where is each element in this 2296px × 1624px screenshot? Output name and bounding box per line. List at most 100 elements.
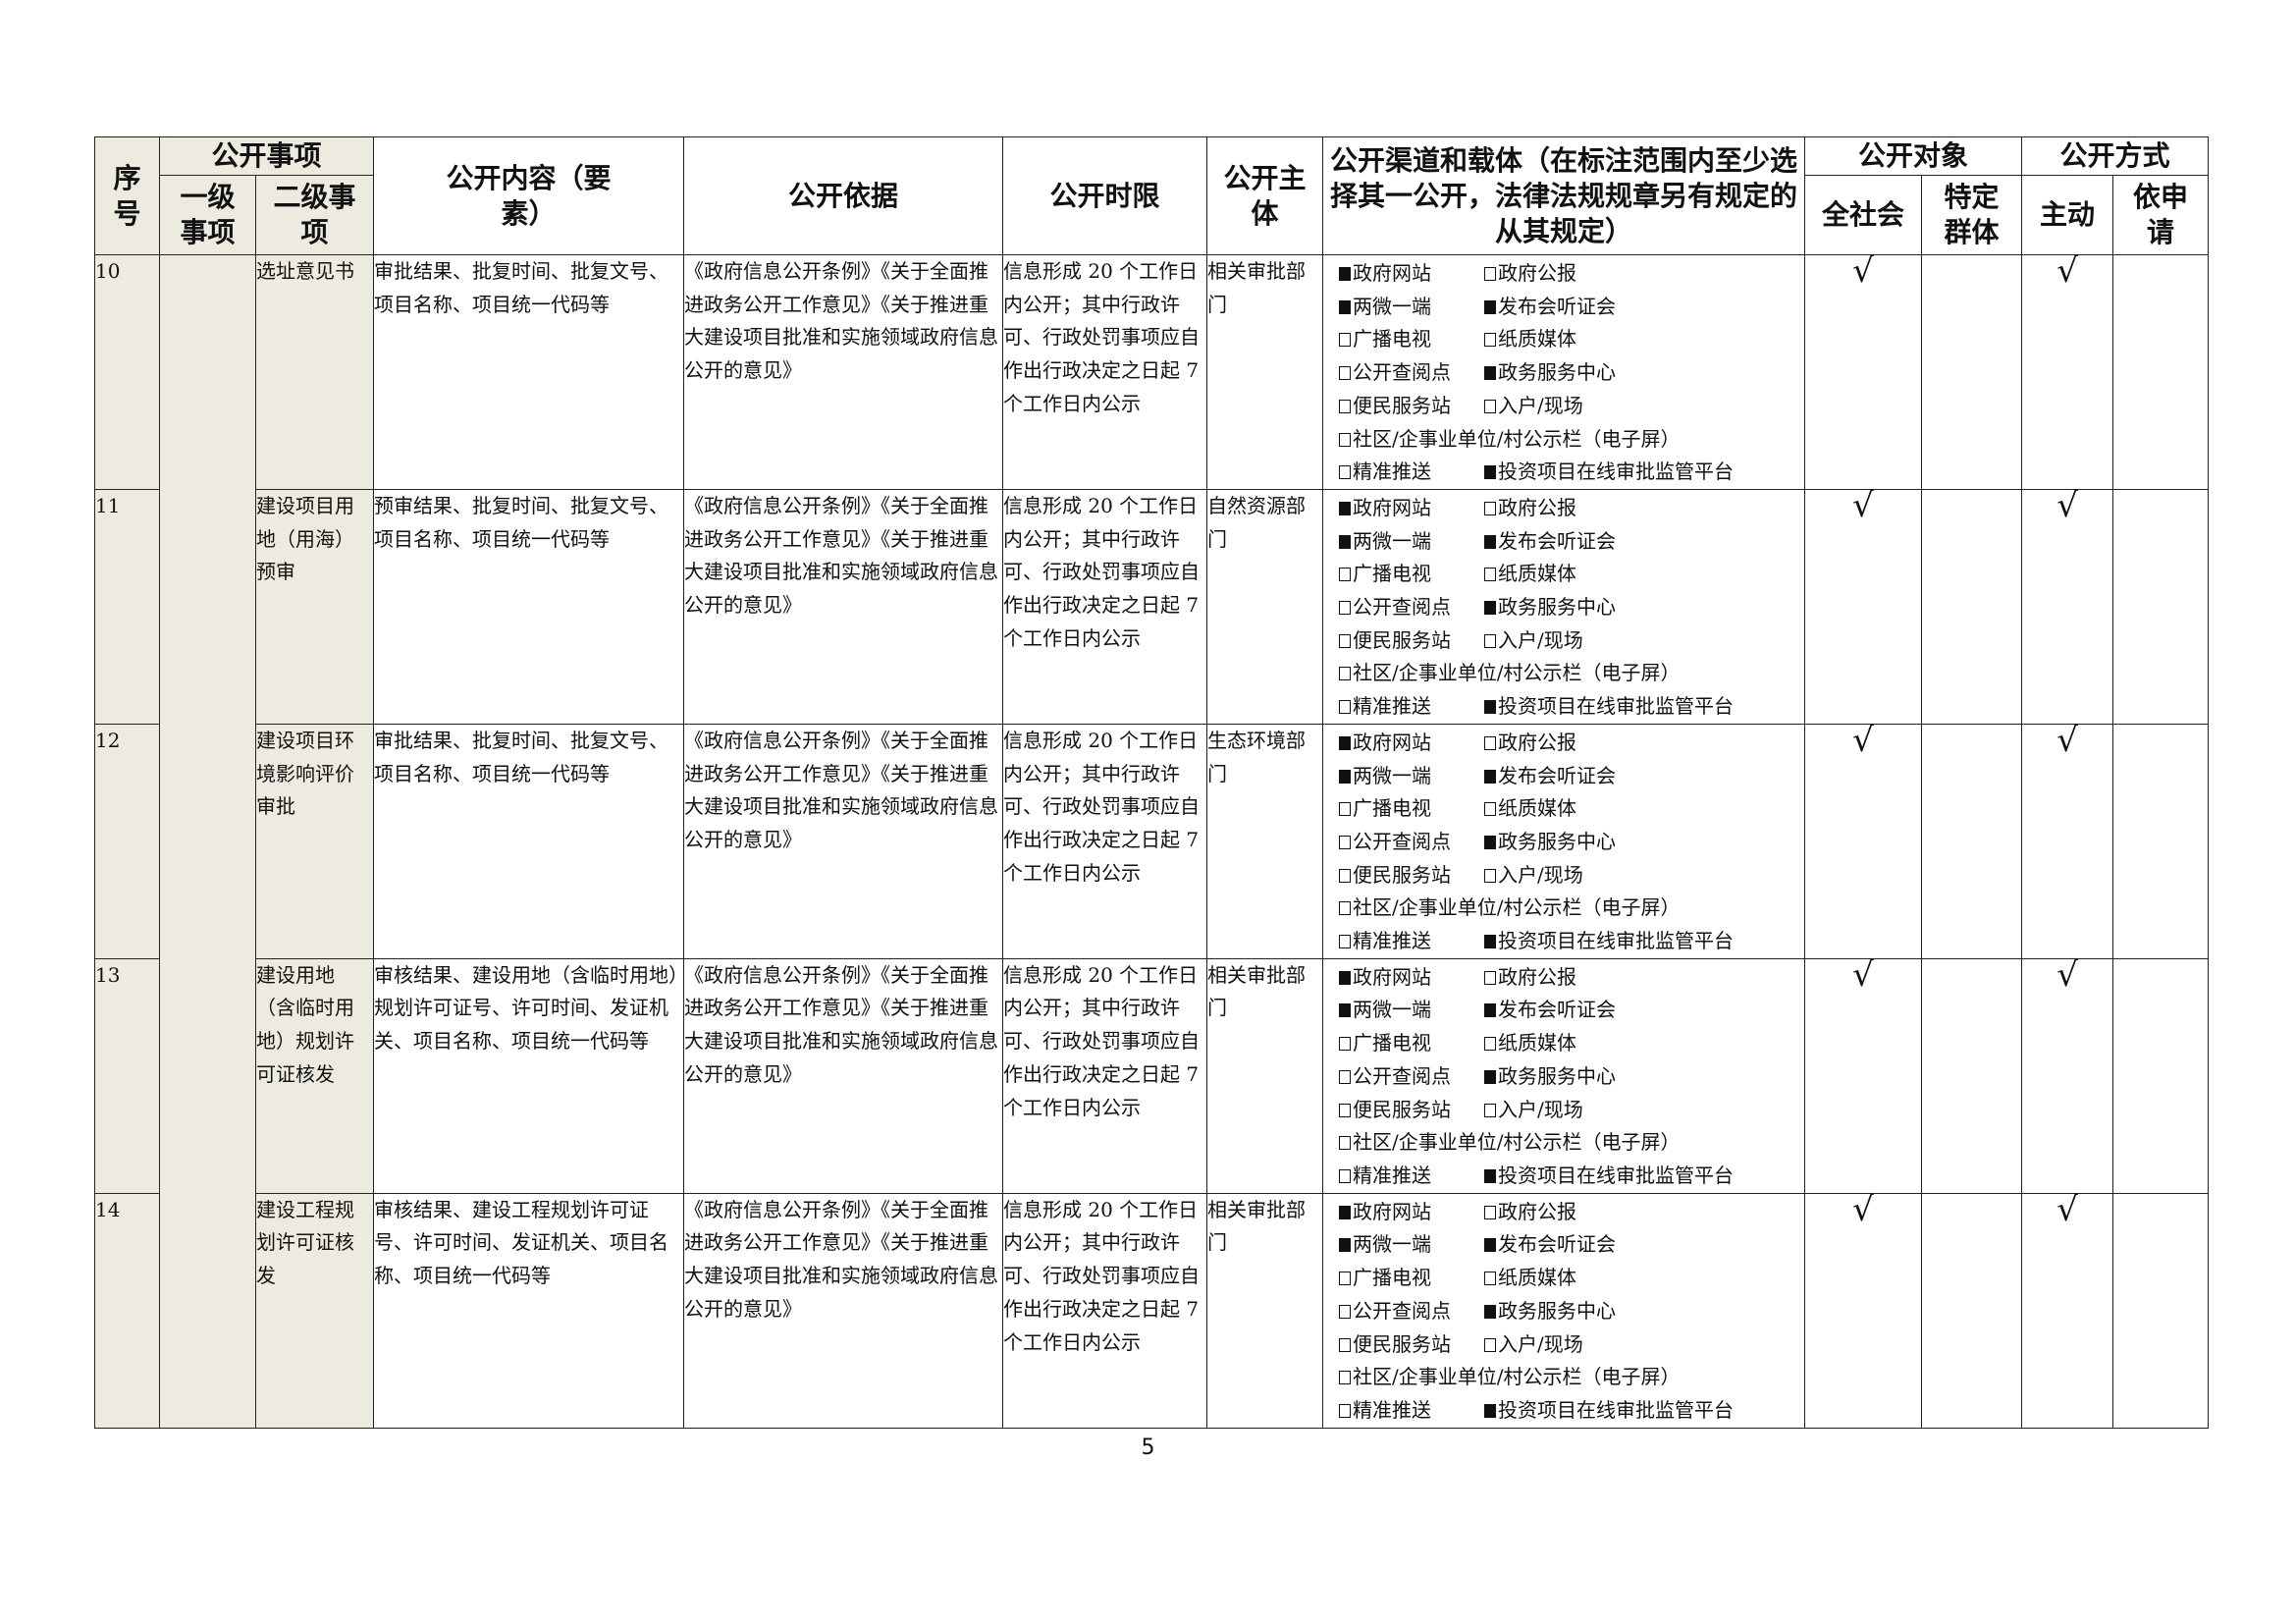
unchecked-box-icon bbox=[1484, 1205, 1497, 1219]
channel-label: 发布会听证会 bbox=[1498, 528, 1617, 553]
row-seq: 13 bbox=[94, 957, 160, 1194]
channel-label: 发布会听证会 bbox=[1498, 763, 1617, 787]
header-level2: 二级事项 bbox=[254, 175, 375, 255]
channel-label: 入户/现场 bbox=[1498, 862, 1583, 887]
mode-active-check: √ bbox=[2021, 723, 2114, 959]
channel-option: 政府公报 bbox=[1484, 727, 1804, 760]
channel-list: 政府网站 政府公报 两微一端 发布会听证会 广播电视 纸质媒体 公开查阅点 政务服务中心 便民服… bbox=[1323, 959, 1804, 1193]
channel-label: 入户/现场 bbox=[1498, 1331, 1583, 1356]
checked-box-icon bbox=[1339, 534, 1352, 549]
channel-option: 政府网站 bbox=[1339, 727, 1484, 760]
channel-label: 投资项目在线审批监管平台 bbox=[1498, 1163, 1735, 1187]
checked-box-icon bbox=[1339, 970, 1352, 985]
checked-box-icon bbox=[1484, 1304, 1497, 1319]
checked-box-icon bbox=[1484, 366, 1497, 381]
channel-label: 社区/企事业单位/村公示栏（电子屏） bbox=[1353, 1365, 1681, 1389]
row-level2: 建设用地（含临时用地）规划许可证核发 bbox=[254, 957, 375, 1194]
channel-label: 纸质媒体 bbox=[1498, 1031, 1577, 1056]
channel-option: 入户/现场 bbox=[1484, 624, 1804, 658]
row-subject: 相关审批部门 bbox=[1206, 1192, 1324, 1429]
row-channels: 政府网站 政府公报 两微一端 发布会听证会 广播电视 纸质媒体 公开查阅点 政务服务中心 便民服… bbox=[1322, 254, 1806, 490]
channel-label: 入户/现场 bbox=[1498, 393, 1583, 417]
checked-box-icon bbox=[1339, 267, 1352, 281]
channel-label: 公开查阅点 bbox=[1353, 1298, 1452, 1323]
mode-request-check bbox=[2112, 254, 2210, 490]
audience-specific-check bbox=[1921, 957, 2023, 1194]
header-subject: 公开主体 bbox=[1206, 136, 1324, 255]
unchecked-box-icon bbox=[1339, 901, 1352, 916]
header-channels: 公开渠道和载体（在标注范围内至少选择其一公开，法律法规规章另有规定的从其规定） bbox=[1322, 136, 1806, 255]
channel-label: 政务服务中心 bbox=[1498, 1298, 1617, 1323]
checked-box-icon bbox=[1484, 1003, 1497, 1018]
header-audience-specific: 特定群体 bbox=[1921, 175, 2023, 255]
unchecked-box-icon bbox=[1339, 835, 1352, 849]
unchecked-box-icon bbox=[1484, 868, 1497, 883]
channel-label: 便民服务站 bbox=[1353, 1331, 1452, 1356]
channel-label: 纸质媒体 bbox=[1498, 562, 1577, 586]
channel-option: 投资项目在线审批监管平台 bbox=[1484, 690, 1804, 724]
unchecked-box-icon bbox=[1339, 1103, 1352, 1117]
row-level2: 建设项目环境影响评价审批 bbox=[254, 723, 375, 959]
row-time-limit: 信息形成 20 个工作日内公开；其中行政许可、行政处罚事项应自作出行政决定之日起… bbox=[1002, 957, 1208, 1194]
channel-label: 精准推送 bbox=[1353, 929, 1432, 953]
channel-option: 广播电视 bbox=[1339, 1262, 1484, 1295]
channel-option: 纸质媒体 bbox=[1484, 558, 1804, 591]
row-level2: 建设工程规划许可证核发 bbox=[254, 1192, 375, 1429]
channel-option: 政务服务中心 bbox=[1484, 826, 1804, 859]
channel-option: 发布会听证会 bbox=[1484, 525, 1804, 559]
checked-box-icon bbox=[1484, 1238, 1497, 1253]
header-mode-active: 主动 bbox=[2021, 175, 2114, 255]
channel-option: 政府公报 bbox=[1484, 492, 1804, 525]
row-channels: 政府网站 政府公报 两微一端 发布会听证会 广播电视 纸质媒体 公开查阅点 政务服务中心 便民服… bbox=[1322, 1192, 1806, 1429]
checked-box-icon bbox=[1484, 769, 1497, 784]
channel-option: 投资项目在线审批监管平台 bbox=[1484, 1160, 1804, 1193]
channel-label: 政府公报 bbox=[1498, 730, 1577, 754]
channel-label: 政府网站 bbox=[1353, 261, 1432, 285]
audience-all-check: √ bbox=[1804, 1192, 1923, 1429]
row-basis: 《政府信息公开条例》《关于全面推进政务公开工作意见》《关于推进重大建设项目批准和… bbox=[683, 723, 1004, 959]
unchecked-box-icon bbox=[1339, 1272, 1352, 1286]
channel-label: 投资项目在线审批监管平台 bbox=[1498, 929, 1735, 953]
unchecked-box-icon bbox=[1339, 1337, 1352, 1352]
channel-option: 政府网站 bbox=[1339, 1196, 1484, 1229]
unchecked-box-icon bbox=[1339, 1304, 1352, 1319]
row-subject: 自然资源部门 bbox=[1206, 488, 1324, 725]
audience-all-check: √ bbox=[1804, 957, 1923, 1194]
checked-box-icon bbox=[1484, 935, 1497, 949]
channel-label: 社区/企事业单位/村公示栏（电子屏） bbox=[1353, 661, 1681, 685]
table-row: 11 建设项目用地（用海）预审 预审结果、批复时间、批复文号、项目名称、项目统一代码… bbox=[94, 488, 2210, 725]
channel-label: 便民服务站 bbox=[1353, 393, 1452, 417]
row-time-limit: 信息形成 20 个工作日内公开；其中行政许可、行政处罚事项应自作出行政决定之日起… bbox=[1002, 254, 1208, 490]
audience-specific-check bbox=[1921, 723, 2023, 959]
channel-label: 公开查阅点 bbox=[1353, 829, 1452, 853]
row-content: 审核结果、建设用地（含临时用地）规划许可证号、许可时间、发证机关、项目名称、项目… bbox=[373, 957, 685, 1194]
channel-option: 纸质媒体 bbox=[1484, 792, 1804, 826]
unchecked-box-icon bbox=[1484, 802, 1497, 817]
channel-option: 政府公报 bbox=[1484, 257, 1804, 291]
unchecked-box-icon bbox=[1339, 633, 1352, 648]
header-content: 公开内容（要素） bbox=[373, 136, 685, 255]
channel-label: 政务服务中心 bbox=[1498, 595, 1617, 620]
checked-box-icon bbox=[1339, 1238, 1352, 1253]
channel-label: 广播电视 bbox=[1353, 1266, 1432, 1290]
checked-box-icon bbox=[1484, 465, 1497, 480]
channel-option: 纸质媒体 bbox=[1484, 1262, 1804, 1295]
unchecked-box-icon bbox=[1484, 568, 1497, 582]
checked-box-icon bbox=[1484, 1069, 1497, 1084]
row-channels: 政府网站 政府公报 两微一端 发布会听证会 广播电视 纸质媒体 公开查阅点 政务服务中心 便民服… bbox=[1322, 488, 1806, 725]
unchecked-box-icon bbox=[1339, 465, 1352, 480]
channel-label: 两微一端 bbox=[1353, 998, 1432, 1022]
checked-box-icon bbox=[1339, 299, 1352, 314]
unchecked-box-icon bbox=[1484, 399, 1497, 413]
row-content: 预审结果、批复时间、批复文号、项目名称、项目统一代码等 bbox=[373, 488, 685, 725]
row-content: 审批结果、批复时间、批复文号、项目名称、项目统一代码等 bbox=[373, 723, 685, 959]
channel-label: 政府公报 bbox=[1498, 1199, 1577, 1223]
mode-active-check: √ bbox=[2021, 957, 2114, 1194]
audience-specific-check bbox=[1921, 488, 2023, 725]
channel-label: 投资项目在线审批监管平台 bbox=[1498, 1397, 1735, 1422]
checked-box-icon bbox=[1339, 769, 1352, 784]
channel-option: 社区/企事业单位/村公示栏（电子屏） bbox=[1339, 657, 1804, 690]
row-seq: 10 bbox=[94, 254, 160, 490]
channel-label: 广播电视 bbox=[1353, 1031, 1432, 1056]
channel-label: 纸质媒体 bbox=[1498, 796, 1577, 821]
